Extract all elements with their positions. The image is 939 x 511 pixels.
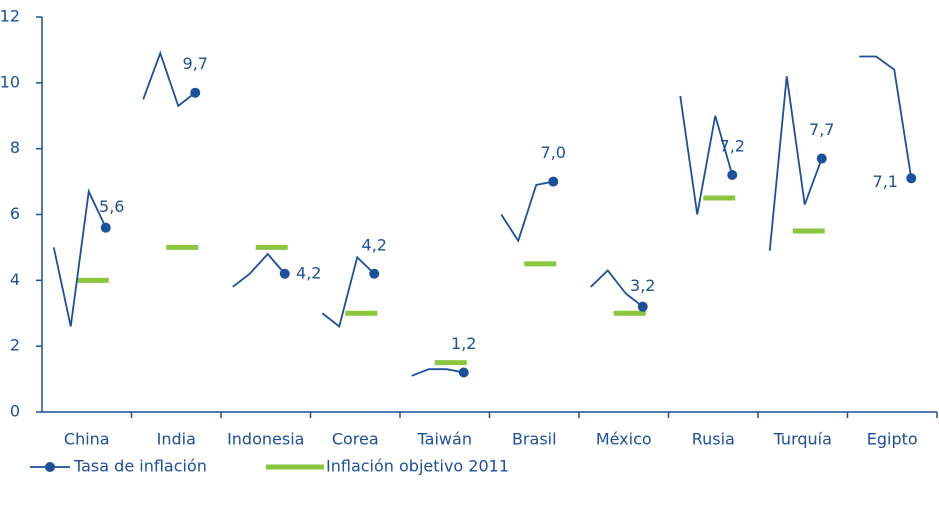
x-tick-label: México xyxy=(596,430,652,449)
inflation-dot xyxy=(637,301,648,312)
value-label: 3,2 xyxy=(630,276,655,295)
y-tick-label: 4 xyxy=(10,270,20,289)
value-label: 5,6 xyxy=(99,197,124,216)
inflation-line xyxy=(52,188,107,327)
x-tick-label: Brasil xyxy=(512,430,557,449)
legend-dot xyxy=(45,462,55,472)
inflation-line xyxy=(321,255,375,328)
inflation-dot xyxy=(279,268,290,279)
value-label: 7,0 xyxy=(541,143,566,162)
inflation-dot xyxy=(816,153,827,164)
value-label: 4,2 xyxy=(296,263,321,282)
y-tick-label: 6 xyxy=(10,204,20,223)
inflation-line xyxy=(142,50,196,108)
legend-label: Tasa de inflación xyxy=(73,457,207,476)
inflation-dot xyxy=(190,87,201,98)
y-tick-label: 10 xyxy=(0,72,20,91)
y-tick-label: 0 xyxy=(10,402,20,421)
inflation-dot xyxy=(906,173,917,184)
x-tick-label: Corea xyxy=(332,430,379,449)
x-tick-label: China xyxy=(64,430,110,449)
x-tick-label: Indonesia xyxy=(227,430,304,449)
value-label: 7,1 xyxy=(873,172,898,191)
y-tick-label: 2 xyxy=(10,336,20,355)
legend-label: Inflación objetivo 2011 xyxy=(326,457,509,476)
inflation-dot xyxy=(548,176,559,187)
inflation-line xyxy=(859,55,913,179)
inflation-dot xyxy=(727,170,738,180)
inflation-dot xyxy=(369,268,380,279)
inflation-line xyxy=(232,252,286,288)
inflation-line xyxy=(590,269,644,308)
x-tick-label: Egipto xyxy=(867,430,918,449)
value-label: 7,7 xyxy=(809,120,834,139)
y-tick-label: 12 xyxy=(0,7,20,26)
x-tick-label: India xyxy=(157,430,196,449)
value-label: 7,2 xyxy=(720,137,745,156)
inflation-line xyxy=(679,95,734,215)
inflation-dot xyxy=(458,367,469,378)
inflation-line xyxy=(500,180,554,243)
x-tick-label: Taiwán xyxy=(417,430,472,449)
inflation-line xyxy=(768,76,823,251)
inflation-dot xyxy=(100,222,111,233)
value-label: 1,2 xyxy=(451,334,476,353)
value-label: 9,7 xyxy=(183,54,208,73)
x-tick-label: Turquía xyxy=(773,430,832,449)
x-tick-label: Rusia xyxy=(692,430,735,449)
value-label: 4,2 xyxy=(362,235,387,254)
y-tick-label: 8 xyxy=(10,138,20,157)
inflation-line xyxy=(411,368,464,377)
